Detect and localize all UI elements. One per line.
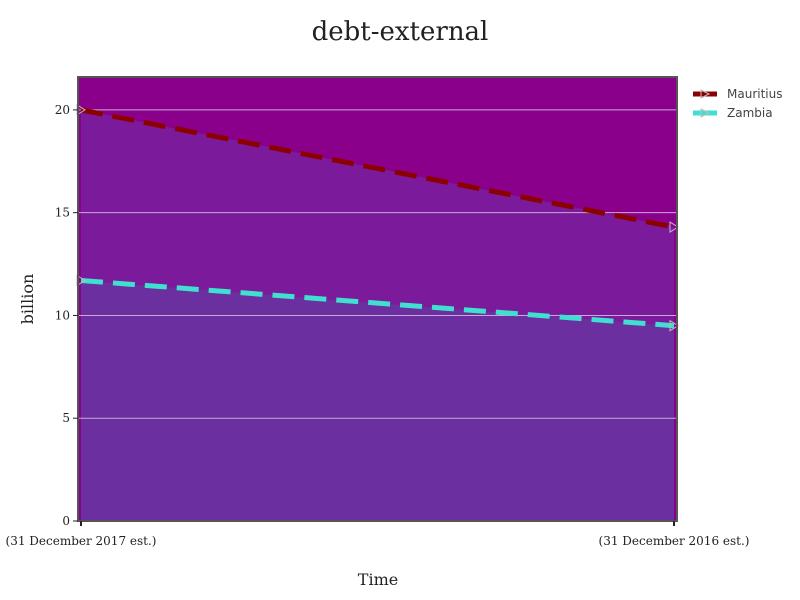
x-axis-title: Time [358,570,398,589]
legend-label-zambia: Zambia [727,106,773,120]
y-axis-title: billion [18,274,37,325]
x-tick-label: (31 December 2016 est.) [599,534,750,548]
y-tick-label: 0 [62,514,70,528]
x-axis: (31 December 2017 est.) (31 December 2016… [6,521,750,548]
area-zambia [81,280,674,521]
legend-marker [700,89,711,99]
y-tick-label: 20 [55,103,70,117]
x-tick-label: (31 December 2017 est.) [6,534,157,548]
y-axis: 0 5 10 15 20 [55,103,78,528]
series-line-mauritius [80,107,675,230]
legend-label-mauritius: Mauritius [727,87,782,101]
series-line-zambia [80,278,675,329]
data-point [669,319,679,332]
legend-marker [700,108,711,118]
legend: Mauritius Zambia [693,87,782,120]
y-tick-label: 15 [55,206,70,220]
y-tick-label: 5 [62,411,70,425]
plot-frame [77,76,678,522]
y-tick-label: 10 [55,308,70,322]
plot-area [76,76,679,522]
chart-title: debt-external [312,17,489,47]
data-point [669,221,679,233]
